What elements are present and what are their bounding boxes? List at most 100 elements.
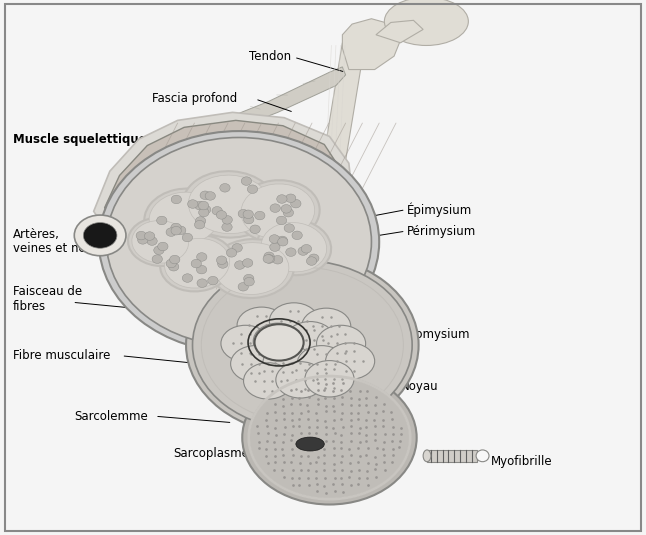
Ellipse shape [182, 274, 193, 282]
Ellipse shape [83, 223, 117, 248]
Ellipse shape [255, 211, 265, 220]
Ellipse shape [171, 226, 182, 235]
Ellipse shape [128, 218, 193, 266]
Ellipse shape [305, 361, 354, 397]
Ellipse shape [196, 253, 207, 261]
Ellipse shape [145, 232, 155, 240]
Ellipse shape [247, 185, 258, 194]
Ellipse shape [297, 346, 346, 382]
Text: Noyau: Noyau [401, 380, 438, 393]
Ellipse shape [250, 225, 260, 234]
Ellipse shape [306, 257, 317, 265]
Ellipse shape [234, 261, 245, 269]
Polygon shape [174, 67, 346, 150]
Text: Épimysium: Épimysium [407, 202, 472, 217]
Ellipse shape [194, 201, 205, 210]
Ellipse shape [264, 255, 275, 263]
Ellipse shape [156, 216, 167, 225]
Ellipse shape [171, 223, 181, 232]
Ellipse shape [144, 189, 224, 248]
Ellipse shape [147, 237, 157, 246]
Ellipse shape [264, 252, 275, 261]
Ellipse shape [236, 180, 320, 242]
Ellipse shape [256, 219, 331, 275]
Ellipse shape [195, 217, 205, 225]
Ellipse shape [193, 261, 412, 430]
Ellipse shape [244, 215, 254, 224]
Text: Fascia profond: Fascia profond [152, 93, 237, 105]
Ellipse shape [291, 200, 301, 208]
Ellipse shape [269, 303, 318, 339]
Ellipse shape [220, 184, 230, 192]
Ellipse shape [281, 204, 291, 213]
Ellipse shape [166, 228, 176, 236]
Ellipse shape [301, 244, 311, 253]
Ellipse shape [242, 371, 417, 505]
Polygon shape [427, 450, 477, 462]
Ellipse shape [222, 216, 233, 224]
Ellipse shape [249, 376, 410, 499]
Ellipse shape [158, 242, 168, 251]
Polygon shape [376, 20, 423, 43]
Ellipse shape [276, 195, 287, 203]
Text: Muscle squelettique: Muscle squelettique [13, 133, 147, 146]
Ellipse shape [253, 323, 302, 360]
Ellipse shape [276, 216, 287, 225]
Ellipse shape [152, 255, 162, 263]
Ellipse shape [278, 238, 288, 246]
Ellipse shape [286, 194, 296, 203]
Text: Artères,: Artères, [13, 228, 60, 241]
Ellipse shape [263, 255, 273, 263]
Ellipse shape [171, 195, 182, 204]
Ellipse shape [221, 325, 270, 362]
Ellipse shape [198, 208, 209, 217]
Polygon shape [213, 269, 297, 292]
Ellipse shape [186, 255, 419, 435]
Ellipse shape [302, 308, 351, 345]
Ellipse shape [149, 192, 219, 244]
Ellipse shape [208, 277, 218, 285]
Text: Faisceau de: Faisceau de [13, 285, 82, 298]
Ellipse shape [212, 207, 222, 215]
Ellipse shape [210, 239, 294, 298]
Ellipse shape [99, 131, 379, 353]
Ellipse shape [169, 263, 179, 271]
Ellipse shape [226, 249, 236, 257]
Ellipse shape [309, 254, 319, 263]
Ellipse shape [187, 200, 198, 208]
Ellipse shape [200, 205, 211, 214]
Ellipse shape [423, 450, 431, 462]
Text: fibres: fibres [13, 300, 46, 312]
Text: Tendon: Tendon [249, 50, 291, 63]
Polygon shape [94, 112, 352, 256]
Ellipse shape [243, 210, 253, 219]
Ellipse shape [277, 236, 287, 244]
Ellipse shape [107, 137, 371, 346]
Ellipse shape [215, 243, 289, 294]
Text: Myofibrille: Myofibrille [491, 455, 552, 468]
Ellipse shape [476, 450, 489, 462]
Ellipse shape [244, 274, 254, 283]
Ellipse shape [238, 282, 249, 291]
Ellipse shape [231, 346, 280, 382]
Text: Sarcolemme: Sarcolemme [74, 410, 148, 423]
Ellipse shape [241, 177, 251, 186]
Text: Fibre musculaire: Fibre musculaire [13, 349, 110, 362]
Ellipse shape [237, 307, 286, 343]
Ellipse shape [197, 279, 207, 287]
Ellipse shape [270, 204, 280, 212]
Ellipse shape [191, 259, 202, 268]
Ellipse shape [276, 362, 325, 398]
Ellipse shape [317, 325, 366, 362]
Polygon shape [342, 19, 401, 70]
Ellipse shape [194, 220, 205, 229]
Ellipse shape [189, 175, 270, 234]
Ellipse shape [298, 247, 308, 255]
Ellipse shape [283, 209, 293, 217]
Ellipse shape [166, 259, 176, 268]
Ellipse shape [384, 0, 468, 45]
Text: Périmysium: Périmysium [407, 225, 476, 238]
Ellipse shape [261, 223, 327, 272]
Ellipse shape [286, 322, 335, 358]
Ellipse shape [200, 191, 211, 200]
